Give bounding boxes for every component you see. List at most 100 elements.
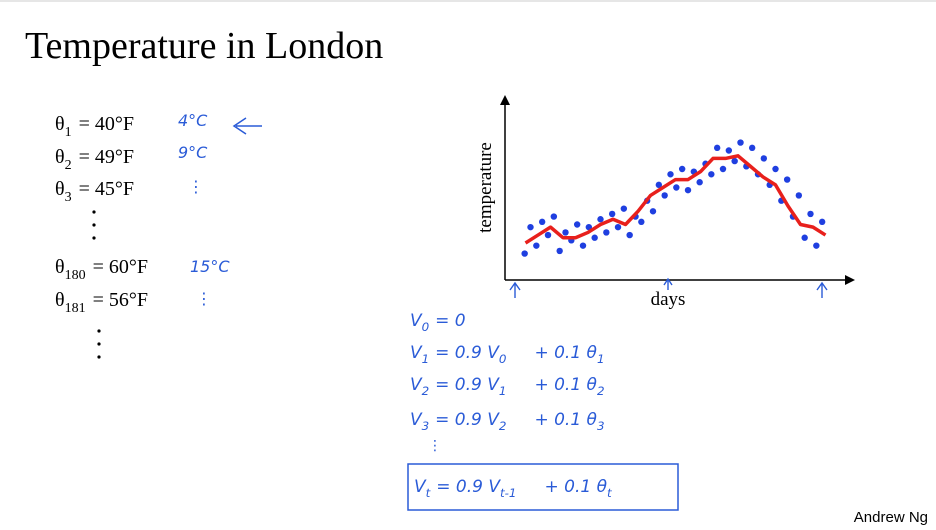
- y-axis-label: temperature: [475, 142, 496, 233]
- subscript: 180: [65, 268, 86, 283]
- equation-text: = 0: [435, 311, 465, 331]
- plot: temperature days: [475, 95, 855, 310]
- data-point: [673, 184, 680, 191]
- subscript: 3: [597, 419, 605, 433]
- data-point: [533, 242, 540, 249]
- data-point: [684, 186, 692, 194]
- subscript: 1: [422, 352, 430, 366]
- subscript: 0: [422, 320, 430, 334]
- highlight-box: [407, 463, 679, 511]
- subscript: 2: [422, 384, 430, 398]
- subscript: 3: [422, 419, 430, 433]
- subscript: 1: [65, 125, 72, 140]
- data-point: [603, 229, 610, 236]
- equation-text: = 0.9 V: [436, 477, 501, 497]
- note: ⋮: [196, 289, 212, 308]
- equation-text: = 60°F: [93, 256, 148, 278]
- data-point: [661, 192, 668, 199]
- subscript: 181: [65, 301, 86, 316]
- data-point: [562, 229, 569, 236]
- equation-text: + 0.1 θ: [534, 410, 597, 430]
- equation-text: + 0.1 θ: [534, 343, 597, 363]
- data-point: [649, 208, 657, 215]
- subscript: 2: [597, 384, 605, 398]
- equation-text: V: [410, 375, 423, 395]
- subscript: 1: [499, 384, 507, 398]
- data-point: [731, 157, 738, 165]
- equation-text: = 0.9 V: [435, 343, 500, 363]
- data-point: [748, 144, 756, 152]
- equation-text: = 56°F: [93, 289, 148, 311]
- hand-ellipsis: ⋮: [428, 438, 442, 454]
- equation: V0 = 0: [410, 311, 466, 334]
- equation: V1 = 0.9 V0 + 0.1 θ1: [410, 343, 605, 366]
- note: ⋮: [188, 177, 204, 196]
- data-point: [597, 216, 604, 223]
- data-point: [772, 165, 779, 173]
- equation-text: + 0.1 θ: [534, 375, 597, 395]
- data-point: [818, 218, 826, 226]
- data-point: [725, 147, 733, 154]
- data-point: [620, 205, 628, 212]
- equation-text: = 49°F: [79, 146, 134, 168]
- equation-text: θ: [55, 113, 65, 135]
- subscript: 0: [499, 352, 507, 366]
- data-point: [638, 218, 645, 226]
- equation-text: = 0.9 V: [435, 410, 500, 430]
- data-point: [737, 139, 744, 146]
- data-point: [521, 250, 528, 257]
- data-point: [573, 221, 581, 228]
- equation-text: V: [410, 410, 423, 430]
- data-point: [807, 210, 814, 218]
- data-point: [550, 213, 558, 220]
- trend-line: [524, 154, 827, 245]
- equation-text: θ: [55, 256, 65, 278]
- equation: θ1 = 40°F: [55, 113, 134, 140]
- subscript: t: [607, 486, 613, 500]
- equation-text: θ: [55, 178, 65, 200]
- equation-text: = 40°F: [79, 113, 134, 135]
- data-point: [655, 181, 663, 189]
- subscript: 2: [499, 419, 507, 433]
- equation: θ3 = 45°F: [55, 178, 134, 205]
- subscript: 2: [65, 158, 72, 173]
- data-point: [585, 223, 593, 231]
- data-point: [608, 210, 616, 218]
- notes: 4°C 9°C ⋮ 15°C ⋮: [178, 111, 230, 308]
- equation-text: = 45°F: [79, 178, 134, 200]
- data-point: [667, 171, 674, 178]
- data-point: [579, 242, 587, 249]
- equation: V2 = 0.9 V1 + 0.1 θ2: [410, 375, 605, 398]
- equation-text: V: [410, 311, 423, 331]
- data-point: [614, 223, 622, 231]
- x-axis-label: days: [651, 289, 686, 310]
- equation: θ181 = 56°F: [55, 289, 148, 316]
- data-point: [783, 176, 791, 183]
- subscript: t-1: [500, 486, 517, 500]
- equation-text: V: [414, 477, 427, 497]
- data-point: [813, 242, 820, 249]
- note: 15°C: [190, 257, 230, 276]
- equation-text: V: [410, 343, 423, 363]
- data-point: [626, 231, 633, 239]
- data-point: [696, 179, 703, 186]
- data-point: [708, 171, 715, 178]
- subscript: t: [426, 486, 432, 500]
- x-axis-arrow: [845, 275, 855, 285]
- hand-arrows: [509, 277, 828, 298]
- data-point: [678, 165, 686, 173]
- data-point: [801, 234, 808, 241]
- data-point: [795, 192, 803, 199]
- subscript: 3: [65, 190, 72, 205]
- equation-text: θ: [55, 289, 65, 311]
- slide-title: Temperature in London: [25, 25, 383, 67]
- subscript: 1: [597, 352, 605, 366]
- data-point: [719, 165, 727, 173]
- equation-text: = 0.9 V: [435, 375, 500, 395]
- data-point: [538, 218, 546, 226]
- data-point: [527, 223, 534, 231]
- equation: Vt = 0.9 Vt-1 + 0.1 θt: [414, 477, 613, 500]
